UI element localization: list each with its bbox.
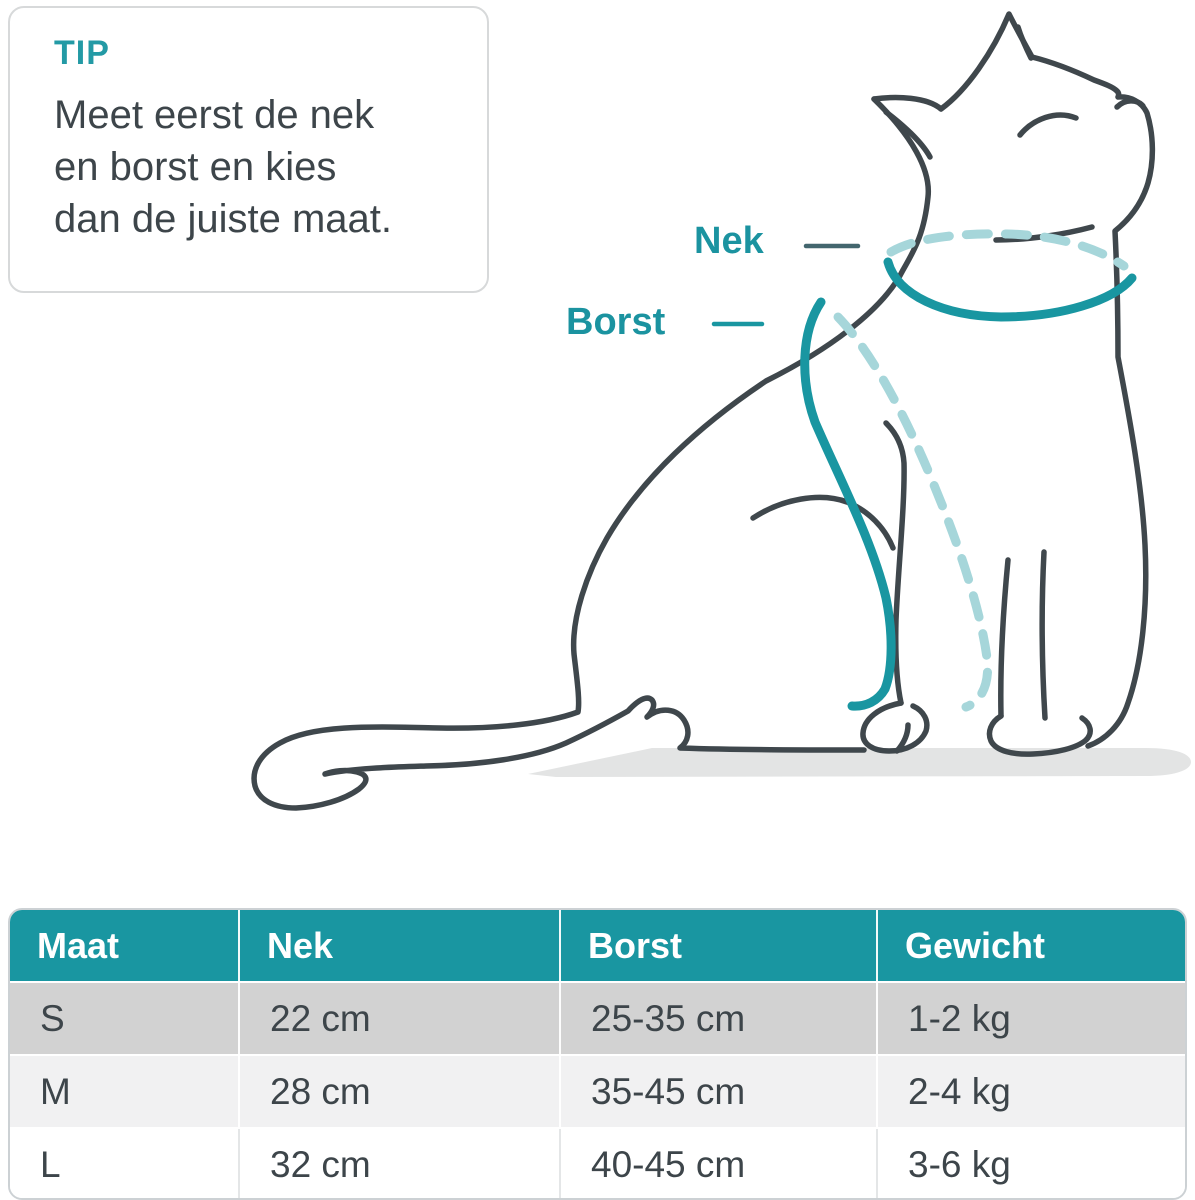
chest-ring-dashed xyxy=(833,312,993,712)
cell-nek: 22 cm xyxy=(238,983,559,1054)
size-table: Maat Nek Borst Gewicht S 22 cm 25-35 cm … xyxy=(8,908,1187,1200)
cat-front-paw-near xyxy=(860,700,930,754)
header-gewicht: Gewicht xyxy=(876,910,1185,981)
cat-closed-eye xyxy=(1017,112,1079,138)
cell-nek: 32 cm xyxy=(238,1129,559,1198)
cell-gewicht: 2-4 kg xyxy=(876,1056,1185,1127)
cat-inner-ear-left xyxy=(883,109,933,160)
cat-paw-toe-mark xyxy=(894,722,911,754)
cat-muzzle-mark xyxy=(1114,98,1146,110)
cell-gewicht: 1-2 kg xyxy=(876,983,1185,1054)
tip-text-line: Meet eerst de nek xyxy=(54,93,375,137)
header-maat: Maat xyxy=(37,924,120,966)
cell-borst: 40-45 cm xyxy=(559,1129,876,1198)
cat-front-leg-far-back xyxy=(1039,549,1048,721)
neck-ring-solid xyxy=(883,257,1137,322)
cell-maat: L xyxy=(40,1143,61,1185)
chest-ring-solid xyxy=(800,297,896,711)
tip-heading: TIP xyxy=(54,34,110,72)
table-row-size-l: L 32 cm 40-45 cm 3-6 kg xyxy=(10,1127,1185,1198)
tip-text-line: en borst en kies xyxy=(54,145,337,189)
neck-ring-dashed xyxy=(886,229,1129,271)
table-row-size-s: S 22 cm 25-35 cm 1-2 kg xyxy=(10,981,1185,1054)
tip-box: TIP Meet eerst de nek en borst en kies d… xyxy=(8,6,489,293)
cat-front-leg-far-front xyxy=(998,557,1011,719)
chest-measure-label: Borst xyxy=(566,301,666,343)
tip-text: Meet eerst de nek en borst en kies dan d… xyxy=(54,89,467,245)
cat-head-body-outline xyxy=(871,11,1156,749)
cell-maat: S xyxy=(40,997,65,1039)
cell-gewicht: 3-6 kg xyxy=(876,1129,1185,1198)
cat-front-leg-near xyxy=(883,420,907,706)
tip-text-line: dan de juiste maat. xyxy=(54,197,392,241)
cat-front-paw-far xyxy=(986,713,1093,757)
header-nek: Nek xyxy=(238,910,559,981)
size-table-header-row: Maat Nek Borst Gewicht xyxy=(10,910,1185,981)
cat-inner-ear-right xyxy=(1015,24,1034,61)
header-borst: Borst xyxy=(559,910,876,981)
cell-borst: 25-35 cm xyxy=(559,983,876,1054)
neck-measure-label: Nek xyxy=(694,220,764,262)
cell-nek: 28 cm xyxy=(238,1056,559,1127)
cell-borst: 35-45 cm xyxy=(559,1056,876,1127)
table-row-size-m: M 28 cm 35-45 cm 2-4 kg xyxy=(10,1054,1185,1127)
cell-maat: M xyxy=(40,1070,71,1112)
cat-back-tail-outline xyxy=(251,96,932,811)
